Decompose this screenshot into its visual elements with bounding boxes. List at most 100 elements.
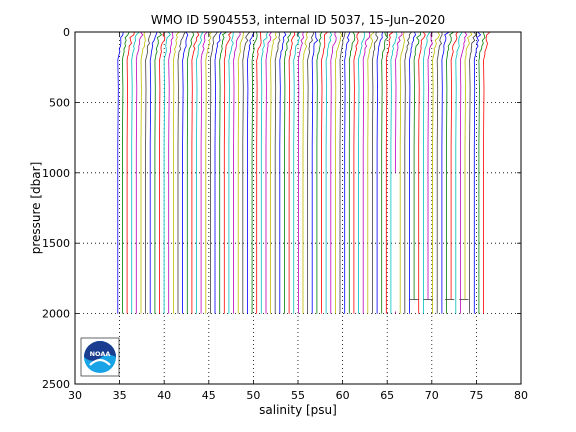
profile-line bbox=[242, 31, 251, 314]
profile-line bbox=[321, 31, 329, 314]
profile-line bbox=[339, 31, 346, 314]
profile-line bbox=[395, 31, 403, 173]
x-tick-label: 70 bbox=[425, 389, 439, 402]
profile-line bbox=[246, 31, 255, 314]
profile-line bbox=[404, 31, 412, 314]
profile-line bbox=[168, 31, 174, 314]
profile-line bbox=[191, 31, 200, 314]
x-tick-label: 45 bbox=[202, 389, 216, 402]
profile-line bbox=[413, 31, 422, 300]
x-tick-label: 50 bbox=[246, 389, 260, 402]
profile-line bbox=[186, 31, 195, 314]
profile-line bbox=[353, 31, 360, 314]
profile-line bbox=[441, 31, 450, 314]
profile-line bbox=[409, 31, 417, 314]
profile-line bbox=[117, 31, 124, 314]
profile-line bbox=[214, 31, 222, 314]
chart-title: WMO ID 5904553, internal ID 5037, 15–Jun… bbox=[151, 13, 445, 27]
profile-line bbox=[256, 31, 262, 314]
profile-line bbox=[200, 31, 208, 314]
profile-line bbox=[464, 31, 473, 300]
profile-line bbox=[422, 31, 431, 314]
profile-line bbox=[385, 31, 394, 314]
y-tick-label: 2000 bbox=[42, 308, 70, 321]
profile-line bbox=[344, 31, 351, 314]
profile-line bbox=[205, 31, 213, 314]
profile-line bbox=[260, 31, 269, 314]
profile-line bbox=[196, 31, 204, 314]
profile-line bbox=[450, 31, 458, 300]
x-tick-label: 80 bbox=[514, 389, 528, 402]
profile-line bbox=[237, 31, 245, 314]
profile-line bbox=[228, 31, 234, 314]
profile-line bbox=[145, 31, 152, 314]
profile-line bbox=[219, 31, 227, 314]
profile-line bbox=[432, 31, 440, 314]
axis-ticks: 30 35 40 45 50 55 60 65 70 75 80 0 500 1000 1500 2000 25… bbox=[42, 26, 528, 402]
profile-line bbox=[172, 31, 180, 314]
profile-line bbox=[159, 31, 166, 314]
profile-line bbox=[297, 31, 305, 314]
profile-line bbox=[209, 31, 218, 314]
profile-line bbox=[149, 31, 158, 314]
x-tick-label: 55 bbox=[291, 389, 305, 402]
profile-line bbox=[233, 31, 241, 314]
profile-line bbox=[399, 31, 405, 314]
profile-line bbox=[126, 31, 135, 314]
profile-line bbox=[251, 31, 258, 314]
x-axis-label: salinity [psu] bbox=[259, 403, 337, 417]
profile-line bbox=[362, 31, 371, 314]
profile-line bbox=[478, 31, 486, 314]
profile-line bbox=[469, 31, 477, 314]
profile-line bbox=[223, 31, 232, 314]
profile-lines bbox=[117, 31, 491, 314]
y-axis-label: pressure [dbar] bbox=[29, 162, 43, 255]
x-tick-label: 35 bbox=[113, 389, 127, 402]
profile-line bbox=[177, 31, 186, 314]
profile-line bbox=[483, 31, 491, 314]
profile-line bbox=[367, 31, 375, 314]
profile-line bbox=[358, 31, 365, 314]
profile-line bbox=[131, 31, 140, 314]
y-tick-label: 0 bbox=[63, 26, 70, 39]
profile-line bbox=[316, 31, 323, 314]
profile-line bbox=[121, 31, 130, 314]
profile-line bbox=[381, 31, 389, 314]
profile-line bbox=[293, 31, 301, 314]
profile-line bbox=[455, 31, 463, 314]
x-tick-label: 75 bbox=[469, 389, 483, 402]
profile-line bbox=[325, 31, 333, 314]
profile-line bbox=[307, 31, 315, 314]
y-tick-label: 2500 bbox=[42, 378, 70, 391]
profile-line bbox=[330, 31, 337, 314]
x-tick-label: 40 bbox=[157, 389, 171, 402]
profile-line bbox=[265, 31, 273, 314]
profile-line bbox=[284, 31, 292, 314]
noaa-logo-text: NOAA bbox=[90, 350, 111, 358]
profile-line bbox=[288, 31, 296, 314]
profile-line bbox=[302, 31, 309, 314]
profile-line bbox=[418, 31, 426, 314]
profile-line bbox=[436, 31, 443, 314]
profile-line bbox=[376, 31, 384, 314]
profile-line bbox=[140, 31, 146, 314]
profile-line bbox=[473, 31, 482, 314]
y-tick-label: 1000 bbox=[42, 167, 70, 180]
y-tick-label: 1500 bbox=[42, 237, 70, 250]
profile-line bbox=[459, 31, 468, 314]
profile-line bbox=[182, 31, 189, 314]
profile-line bbox=[154, 31, 163, 314]
profile-line bbox=[446, 31, 455, 314]
profile-line bbox=[334, 31, 342, 314]
x-tick-label: 30 bbox=[68, 389, 82, 402]
profile-line bbox=[135, 31, 144, 314]
profile-line bbox=[371, 31, 379, 314]
profile-line bbox=[274, 31, 281, 314]
profile-line bbox=[390, 31, 398, 314]
profile-line bbox=[427, 31, 433, 300]
x-tick-label: 60 bbox=[336, 389, 350, 402]
noaa-logo: NOAA bbox=[80, 337, 120, 377]
y-tick-label: 500 bbox=[49, 96, 70, 109]
profile-line bbox=[163, 31, 171, 314]
profile-line bbox=[270, 31, 277, 314]
